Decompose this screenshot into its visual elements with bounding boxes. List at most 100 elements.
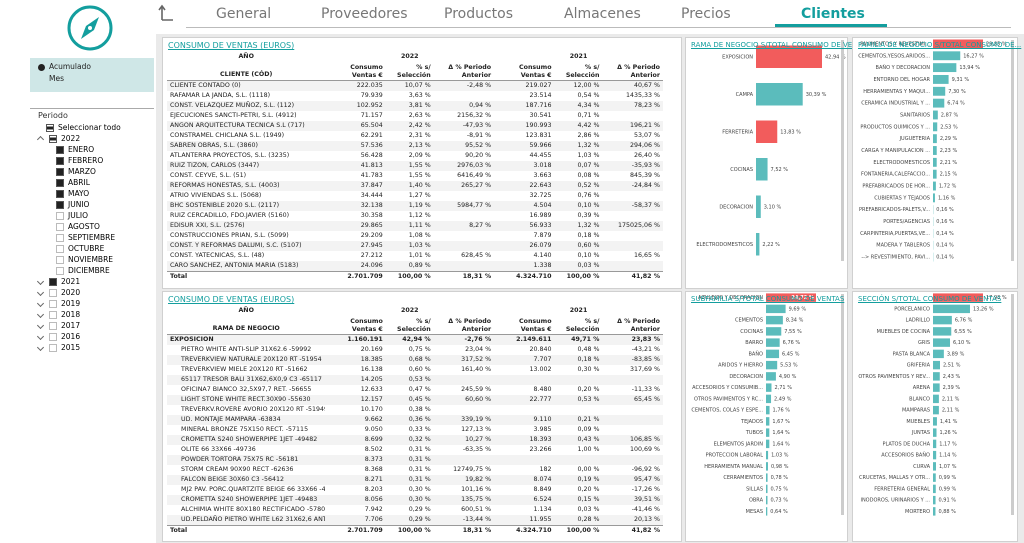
bar[interactable] xyxy=(933,293,983,302)
column-header[interactable]: % s/ Selección xyxy=(565,318,600,333)
expand-chevron[interactable] xyxy=(36,332,45,340)
month-item[interactable]: MARZO xyxy=(36,166,154,177)
bar[interactable] xyxy=(933,450,937,460)
expand-chevron[interactable] xyxy=(36,277,45,285)
table-row[interactable]: BHC SOSTENIBLE 2020 S.L. (2117) 32.138 1,1… xyxy=(167,201,663,211)
month-item[interactable]: ABRIL xyxy=(36,177,154,188)
column-header[interactable]: % s/ Selección xyxy=(397,64,431,79)
bar[interactable] xyxy=(933,462,936,471)
expand-chevron[interactable] xyxy=(36,288,45,296)
table-row[interactable]: CONST. YATECNICAS, S.L. (48) 27.212 1,01 %… xyxy=(167,251,663,261)
bar[interactable] xyxy=(933,338,951,347)
bar[interactable] xyxy=(933,75,949,84)
bar[interactable] xyxy=(756,83,803,106)
bar[interactable] xyxy=(933,304,970,314)
year-item[interactable]: 2022 xyxy=(36,133,154,144)
column-header[interactable]: Δ % Periodo Anterior xyxy=(617,318,660,333)
mode-option[interactable]: Acumulado xyxy=(38,62,91,71)
column-header[interactable]: Δ % Periodo Anterior xyxy=(617,64,660,79)
bar[interactable] xyxy=(756,233,760,256)
year-item[interactable]: 2015 xyxy=(36,342,154,353)
bar[interactable] xyxy=(933,110,938,120)
bar[interactable] xyxy=(766,394,772,404)
bar[interactable] xyxy=(766,293,816,302)
month-item[interactable]: DICIEMBRE xyxy=(36,265,154,276)
bar[interactable] xyxy=(766,327,782,336)
table-row[interactable]: PIETRO WHITE ANTI-SLIP 31X62.6 -59992 20.… xyxy=(167,345,663,355)
back-icon[interactable] xyxy=(158,4,174,22)
bar[interactable] xyxy=(933,39,983,49)
bar[interactable] xyxy=(933,349,944,359)
table-row[interactable]: CONSTRUCCIONES PRIAN, S.L. (5099) 29.209 1… xyxy=(167,231,663,241)
month-item[interactable]: ENERO xyxy=(36,144,154,155)
bar[interactable] xyxy=(766,417,770,426)
table-row[interactable]: CROMETTA S240 SHOWERPIPE 1JET -49482 8.69… xyxy=(167,435,663,445)
table-row[interactable]: FALCON BEIGE 30X60 C3 -56412 8.271 0,31 % 1… xyxy=(167,475,663,485)
table-row[interactable]: ALCHIMIA WHITE 80X180 RECTIFICADO -57807… xyxy=(167,505,663,515)
bar[interactable] xyxy=(933,383,940,392)
group-row[interactable]: EXPOSICION 1.160.191 42,94 % -2,76 % 2.149.6… xyxy=(167,334,663,345)
nav-tab[interactable]: Productos xyxy=(444,6,514,22)
table-row[interactable]: SABREN OBRAS, S.L. (3860) 57.536 2,13 % 95,… xyxy=(167,141,663,151)
table-row[interactable]: TREVERKV.ROVERE AVORIO 20X120 RT -51949 1… xyxy=(167,405,663,415)
expand-chevron[interactable] xyxy=(36,310,45,318)
bar[interactable] xyxy=(933,394,939,404)
bar[interactable] xyxy=(933,169,937,179)
table-row[interactable]: MJ2 PAV. PORC.QUARTZITE BEIGE 66 33X66 -… xyxy=(167,485,663,495)
mode-option[interactable]: Mes xyxy=(38,74,64,83)
table-row[interactable]: CONST. VELAZQUEZ MUÑOZ, S.L. (112) 102.95… xyxy=(167,101,663,111)
table-row[interactable]: REFORMAS HONESTAS, S.L. (4003) 37.847 1,40… xyxy=(167,181,663,191)
table-row[interactable]: OFICINA7 BIANCO 32,5X97,7 RET. -56655 12.… xyxy=(167,385,663,395)
bar[interactable] xyxy=(933,484,936,494)
bar[interactable] xyxy=(766,338,780,347)
bar[interactable] xyxy=(933,428,937,437)
bar[interactable] xyxy=(933,507,936,516)
bar[interactable] xyxy=(933,360,940,370)
table-row[interactable]: CARO SANCHEZ, ANTONIA MARIA (5183) 24.096… xyxy=(167,261,663,272)
year-item[interactable]: 2020 xyxy=(36,287,154,298)
table-row[interactable]: MINERAL BRONZE 75X150 RECT. -57115 9.050 0… xyxy=(167,425,663,435)
column-header[interactable]: Δ % Periodo Anterior xyxy=(448,64,492,79)
bar[interactable] xyxy=(933,98,945,108)
nav-tab[interactable]: Almacenes xyxy=(564,6,641,22)
bar[interactable] xyxy=(766,473,768,482)
select-all[interactable]: Seleccionar todo xyxy=(36,122,154,133)
bar[interactable] xyxy=(933,327,952,336)
bar[interactable] xyxy=(766,495,768,505)
table-row[interactable]: POWDER TORTORA 75X75 RC -56181 8.373 0,31 … xyxy=(167,455,663,465)
table-row[interactable]: CROMETTA S240 SHOWERPIPE 1JET -49483 8.05… xyxy=(167,495,663,505)
bar[interactable] xyxy=(933,315,952,325)
table-row[interactable]: CLIENTE CONTADO (0) 222.035 10,07 % -2,48 %… xyxy=(167,80,663,91)
table-row[interactable]: 65117 TRESOR BALI 31X62,6X0,9 C3 -65117 1… xyxy=(167,375,663,385)
bar[interactable] xyxy=(933,405,939,415)
month-item[interactable]: NOVIEMBRE xyxy=(36,254,154,265)
expand-chevron[interactable] xyxy=(36,343,45,351)
month-item[interactable]: SEPTIEMBRE xyxy=(36,232,154,243)
bar[interactable] xyxy=(933,473,936,482)
year-item[interactable]: 2018 xyxy=(36,309,154,320)
bar[interactable] xyxy=(933,63,957,73)
bar[interactable] xyxy=(766,405,770,415)
nav-tab[interactable]: General xyxy=(216,6,272,22)
column-header[interactable]: Consumo Ventas € xyxy=(519,64,552,79)
column-header[interactable]: % s/ Selección xyxy=(397,318,431,333)
bar[interactable] xyxy=(766,360,778,370)
bar[interactable] xyxy=(766,450,769,460)
bar[interactable] xyxy=(933,495,936,505)
table-row[interactable]: CONSTRAMEL CHICLANA S.L. (1949) 62.291 2,3… xyxy=(167,131,663,141)
bar[interactable] xyxy=(766,372,776,381)
expand-chevron[interactable] xyxy=(36,299,45,307)
bar[interactable] xyxy=(933,51,961,61)
table-row[interactable]: CONST. CEYVE, S.L. (51) 41.783 1,55 % 6416,… xyxy=(167,171,663,181)
bar[interactable] xyxy=(766,462,768,471)
column-header[interactable]: Consumo Ventas € xyxy=(350,318,383,333)
table-row[interactable]: TREVERKVIEW NATURALE 20X120 RT -51954 18.… xyxy=(167,355,663,365)
bar[interactable] xyxy=(933,417,937,426)
bar[interactable] xyxy=(756,45,822,69)
column-header[interactable]: Consumo Ventas € xyxy=(519,318,552,333)
nav-tab[interactable]: Proveedores xyxy=(321,6,408,22)
year-item[interactable]: 2021 xyxy=(36,276,154,287)
bar[interactable] xyxy=(933,372,940,381)
table-row[interactable]: EJECUCIONES SANCTI-PETRI, S.L. (4912) 71.… xyxy=(167,111,663,121)
bar[interactable] xyxy=(766,383,772,392)
